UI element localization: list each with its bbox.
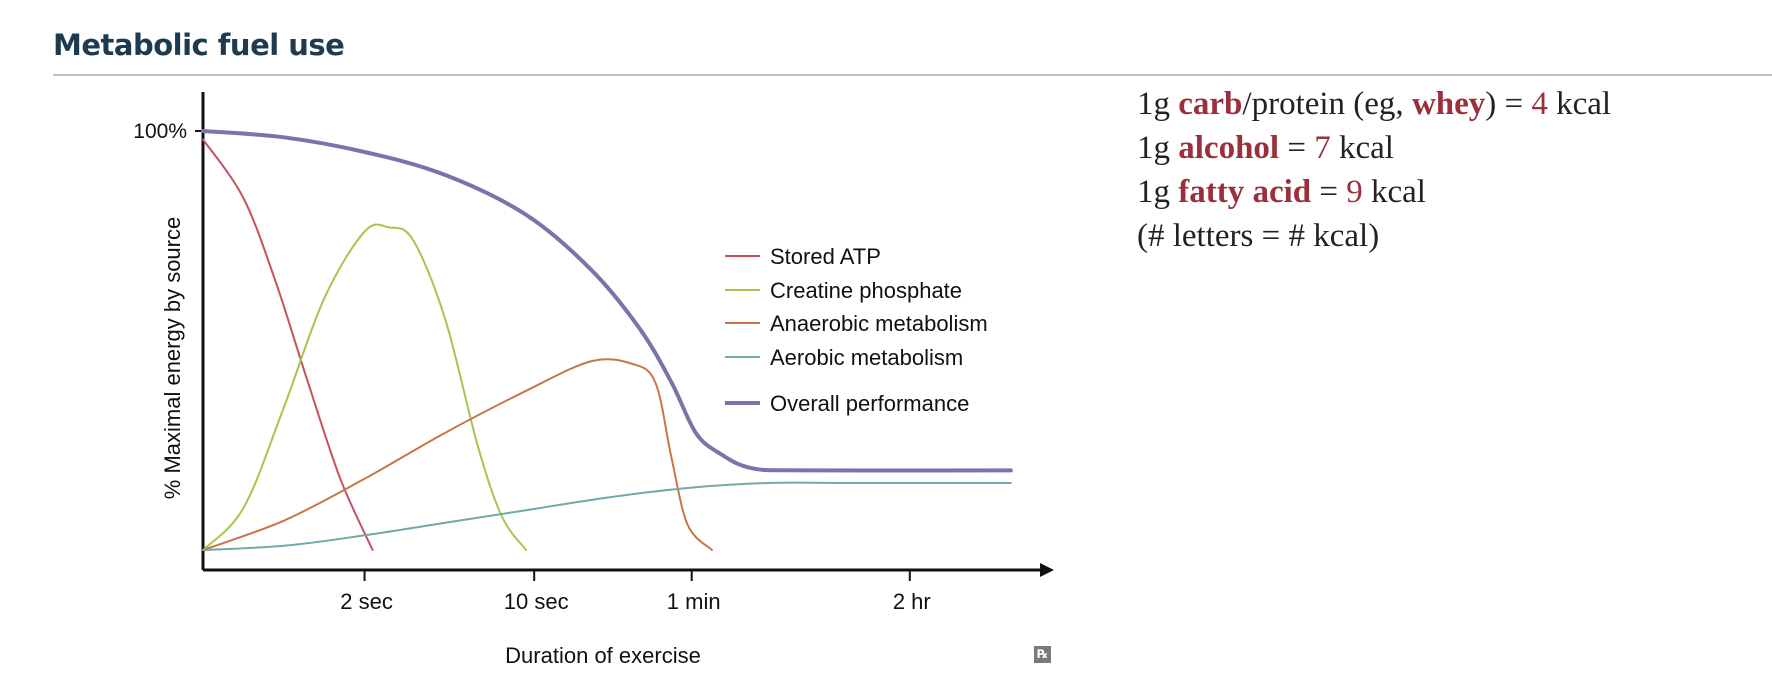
series-line-stored-atp: [202, 138, 374, 551]
x-tick-label: 2 sec: [340, 589, 393, 614]
fact-text: =: [1311, 174, 1347, 210]
fact-prefix: 1g: [1137, 174, 1179, 210]
fact-line-2: 1g alcohol = 7 kcal: [1137, 126, 1611, 170]
fact-prefix: 1g: [1137, 130, 1179, 166]
fact-kcal-value: 4: [1531, 86, 1548, 122]
fact-text: /protein (eg,: [1242, 86, 1412, 122]
fact-nutrient: carb: [1178, 86, 1243, 122]
fact-text: ) =: [1485, 86, 1532, 122]
fact-text: kcal: [1330, 130, 1394, 166]
x-axis-label: Duration of exercise: [505, 643, 701, 668]
fact-kcal-value: 7: [1314, 130, 1331, 166]
series-line-overall-performance: [201, 129, 1013, 473]
y-tick-label: 100%: [133, 120, 187, 143]
x-axis-arrow-icon: [1040, 563, 1054, 577]
legend-label-stored-atp: Stored ATP: [770, 244, 881, 269]
title-divider: [53, 74, 1772, 76]
calorie-facts: 1g carb/protein (eg, whey) = 4 kcal 1g al…: [1137, 82, 1611, 258]
fact-text: =: [1279, 130, 1315, 166]
fact-nutrient: alcohol: [1178, 130, 1280, 166]
legend-label-aerobic-metabolism: Aerobic metabolism: [770, 345, 963, 370]
legend-label-overall-performance: Overall performance: [770, 391, 969, 416]
page-title: Metabolic fuel use: [53, 28, 345, 62]
fact-text: kcal: [1362, 174, 1426, 210]
series-line-aerobic-metabolism: [202, 481, 1012, 551]
fact-nutrient: whey: [1411, 86, 1486, 122]
y-axis-label: % Maximal energy by source: [160, 217, 185, 499]
fact-text: kcal: [1547, 86, 1612, 122]
series-line-creatine-phosphate: [202, 223, 528, 551]
series-line-anaerobic-metabolism: [202, 358, 713, 551]
x-tick-label: 1 min: [667, 589, 721, 614]
x-tick-label: 10 sec: [504, 589, 569, 614]
fact-prefix: 1g: [1137, 86, 1179, 122]
fact-line-4: (# letters = # kcal): [1137, 214, 1611, 258]
x-tick-label: 2 hr: [893, 589, 931, 614]
legend-label-anaerobic-metabolism: Anaerobic metabolism: [770, 311, 988, 336]
fact-text: (# letters = # kcal): [1137, 218, 1380, 254]
fact-nutrient: fatty acid: [1178, 174, 1312, 210]
legend-label-creatine-phosphate: Creatine phosphate: [770, 278, 962, 303]
fact-line-3: 1g fatty acid = 9 kcal: [1137, 170, 1611, 214]
fact-line-1: 1g carb/protein (eg, whey) = 4 kcal: [1137, 82, 1611, 126]
fact-kcal-value: 9: [1346, 174, 1363, 210]
rx-icon: ℞: [1034, 646, 1051, 663]
